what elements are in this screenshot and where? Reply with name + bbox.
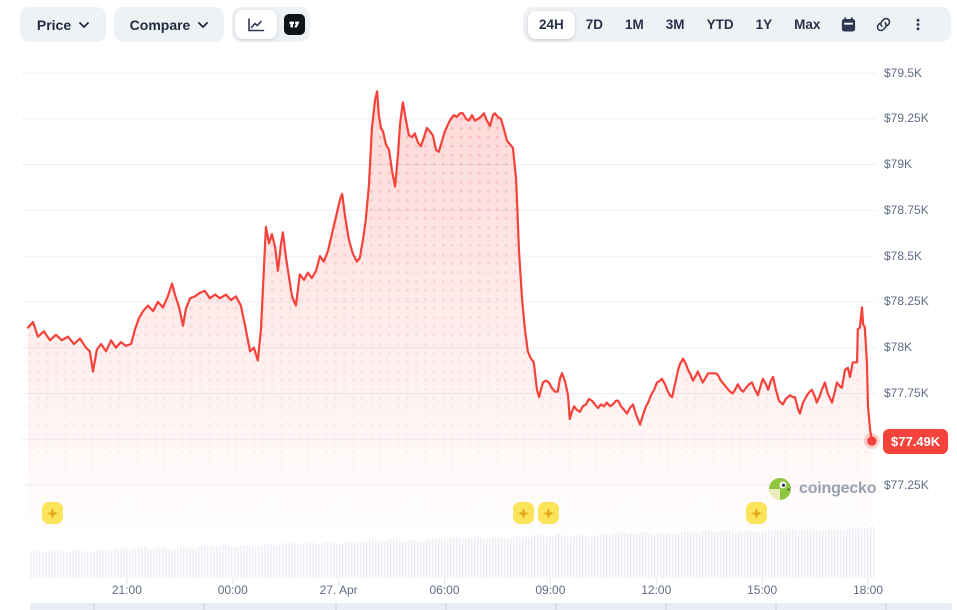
line-chart-toggle-button[interactable] [235, 10, 277, 39]
range-24h-button[interactable]: 24H [528, 10, 575, 39]
current-price-badge: $77.49K [883, 429, 949, 455]
coingecko-watermark-text: coingecko [799, 480, 877, 497]
compare-dropdown-label: Compare [129, 16, 191, 33]
volume-bars [30, 526, 875, 578]
range-1m-button[interactable]: 1M [614, 11, 655, 39]
coingecko-logo-icon [769, 478, 791, 500]
y-axis-label: $77.25K [884, 477, 929, 492]
event-marker-badge[interactable] [746, 502, 768, 524]
x-axis-label: 18:00 [852, 583, 884, 597]
range-7d-button[interactable]: 7D [575, 11, 614, 39]
y-axis-label: $79.5K [884, 65, 923, 80]
y-axis-label: $79.25K [884, 111, 929, 126]
y-axis-label: $79K [884, 157, 913, 172]
more-options-button[interactable] [901, 11, 935, 39]
current-price-dot [867, 436, 877, 446]
range-max-button[interactable]: Max [783, 11, 831, 39]
range-3m-button[interactable]: 3M [655, 11, 696, 39]
coingecko-watermark: coingecko [767, 476, 877, 502]
x-axis-label: 12:00 [641, 583, 672, 597]
price-dropdown-button[interactable]: Price [20, 7, 106, 42]
y-axis-label: $78.5K [884, 248, 923, 263]
event-marker-badge[interactable] [513, 502, 535, 524]
y-axis-label: $78K [884, 340, 913, 355]
y-axis-label: $78.25K [884, 294, 929, 309]
calendar-button[interactable] [831, 11, 866, 39]
share-link-button[interactable] [866, 11, 901, 39]
sparkle-icon [543, 507, 555, 519]
range-ytd-button[interactable]: YTD [696, 11, 745, 39]
link-icon [877, 17, 891, 32]
y-axis-label: $78.75K [884, 202, 929, 217]
chevron-down-icon [198, 21, 209, 28]
x-axis-label: 00:00 [217, 583, 248, 597]
range-1y-button[interactable]: 1Y [745, 11, 784, 39]
price-dropdown-label: Price [36, 16, 72, 33]
sparkle-icon [518, 507, 530, 519]
x-axis-label: 21:00 [111, 583, 142, 597]
area-dot-pattern [28, 91, 872, 535]
price-line [26, 90, 873, 443]
y-axis-label: $77.75K [884, 385, 929, 400]
event-marker-badge[interactable] [538, 502, 560, 524]
compare-dropdown-button[interactable]: Compare [114, 7, 224, 42]
x-axis-label: 15:00 [747, 583, 778, 597]
bottom-panel-edge [30, 603, 952, 610]
x-axis-label: 06:00 [429, 583, 460, 597]
tradingview-icon [289, 21, 300, 28]
kebab-menu-icon [916, 18, 920, 31]
sparkle-icon [46, 507, 58, 519]
event-marker-badge[interactable] [41, 502, 63, 524]
line-chart-icon [248, 17, 265, 31]
chart-type-toggle [232, 7, 310, 42]
sparkle-icon [751, 507, 763, 519]
time-range-selector: 24H 7D 1M 3M YTD 1Y Max [523, 7, 951, 42]
calendar-icon [842, 17, 856, 32]
x-axis-label: 27. Apr [319, 583, 358, 597]
chevron-down-icon [79, 21, 90, 28]
tradingview-toggle-button[interactable] [284, 14, 305, 35]
x-axis-label: 09:00 [535, 583, 566, 597]
